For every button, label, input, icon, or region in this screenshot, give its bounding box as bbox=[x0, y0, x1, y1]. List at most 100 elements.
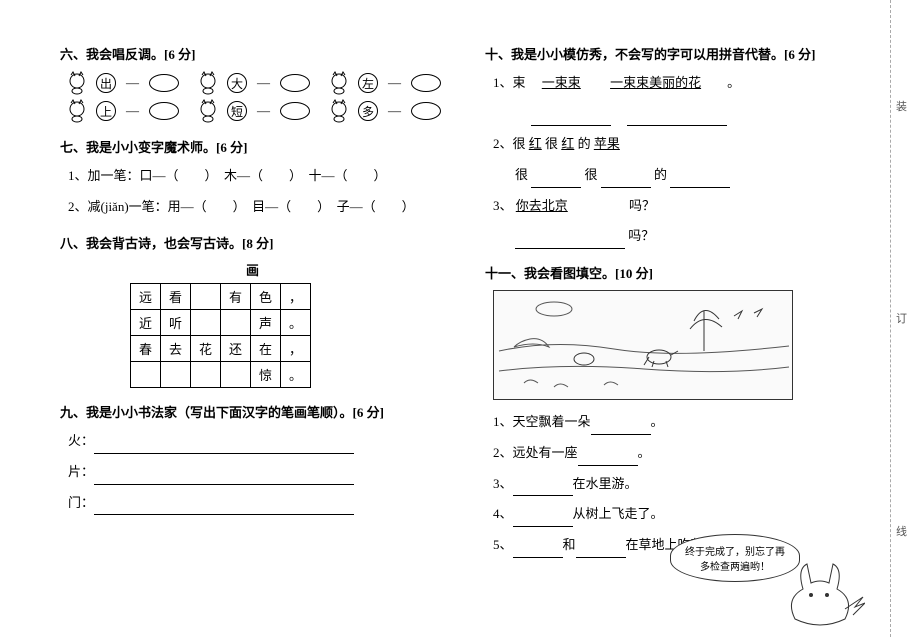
char-duan: 短 bbox=[227, 101, 247, 121]
txt: 很 bbox=[515, 167, 528, 182]
opposites-row2: 上 — 短 — 多 — bbox=[66, 99, 445, 123]
txt: 在水里游。 bbox=[573, 476, 638, 491]
fill-blank[interactable] bbox=[627, 113, 727, 126]
q3-tail: 吗？ bbox=[629, 198, 655, 213]
poem-cell[interactable]: 色 bbox=[251, 284, 281, 310]
s11-q3: 3、 在水里游。 bbox=[493, 472, 860, 497]
poem-cell[interactable] bbox=[131, 362, 161, 388]
margin-char: 订 bbox=[896, 310, 907, 326]
poem-cell[interactable] bbox=[161, 362, 191, 388]
section7-title: 七、我是小小变字魔术师。[6 分] bbox=[60, 137, 445, 156]
answer-blank[interactable] bbox=[280, 102, 310, 120]
dash: — bbox=[388, 75, 401, 91]
write-line[interactable] bbox=[94, 471, 354, 485]
poem-cell[interactable] bbox=[191, 362, 221, 388]
poem-cell[interactable]: 还 bbox=[221, 336, 251, 362]
txt: 。 bbox=[651, 414, 664, 429]
poem-cell[interactable]: 听 bbox=[161, 310, 191, 336]
stroke-label: 片： bbox=[68, 464, 94, 479]
s11-q2: 2、远处有一座 。 bbox=[493, 441, 860, 466]
poem-cell[interactable]: 在 bbox=[251, 336, 281, 362]
section11-title: 十一、我会看图填空。[10 分] bbox=[485, 263, 860, 282]
char-zuo: 左 bbox=[358, 73, 378, 93]
s10-q2b: 很 很 的 bbox=[493, 163, 860, 188]
fill-blank[interactable] bbox=[578, 453, 638, 466]
txt: 3、 bbox=[493, 476, 513, 491]
poem-cell[interactable] bbox=[221, 362, 251, 388]
fill-blank[interactable] bbox=[591, 422, 651, 435]
section9-title: 九、我是小小书法家（写出下面汉字的笔画笔顺）。[6 分] bbox=[60, 402, 445, 421]
pikachu-icon bbox=[775, 559, 865, 629]
cat-icon bbox=[66, 71, 88, 95]
fill-blank[interactable] bbox=[601, 175, 651, 188]
write-line[interactable] bbox=[94, 501, 354, 515]
dash: — bbox=[388, 103, 401, 119]
poem-cell[interactable]: 。 bbox=[281, 310, 311, 336]
fill-blank[interactable] bbox=[670, 175, 730, 188]
fill-blank[interactable] bbox=[513, 483, 573, 496]
fill-blank[interactable] bbox=[576, 545, 626, 558]
answer-blank[interactable] bbox=[411, 102, 441, 120]
poem-cell[interactable]: 春 bbox=[131, 336, 161, 362]
txt: 。 bbox=[638, 445, 651, 460]
s11-q1: 1、天空飘着一朵。 bbox=[493, 410, 860, 435]
poem-cell[interactable]: 花 bbox=[191, 336, 221, 362]
txt: 2、远处有一座 bbox=[493, 445, 578, 460]
stroke-label: 门： bbox=[68, 495, 94, 510]
poem-title: 画 bbox=[60, 260, 445, 279]
cat-icon bbox=[328, 99, 350, 123]
s10-q2: 2、很 红 很 红 的 苹果 bbox=[493, 132, 860, 157]
txt: 和 bbox=[563, 537, 576, 552]
section7-line2: 2、减(jiǎn)一笔：用—（ ） 目—（ ） 子—（ ） bbox=[68, 195, 445, 220]
fill-blank[interactable] bbox=[513, 545, 563, 558]
poem-cell[interactable]: 惊 bbox=[251, 362, 281, 388]
poem-cell[interactable] bbox=[191, 284, 221, 310]
q1-ex2: 一束束美丽的花 bbox=[610, 75, 701, 90]
txt: 5、 bbox=[493, 537, 513, 552]
fill-blank[interactable] bbox=[515, 236, 625, 249]
q2-ex-a: 红 bbox=[529, 136, 542, 151]
scene-picture bbox=[493, 290, 793, 400]
poem-grid: 远 看 有 色 ， 近 听 声 。 春 去 花 还 在 ， bbox=[130, 283, 311, 388]
fill-blank[interactable] bbox=[531, 175, 581, 188]
q2-ex-b: 红 bbox=[561, 136, 574, 151]
s11-q4: 4、从树上飞走了。 bbox=[493, 502, 860, 527]
fill-blank[interactable] bbox=[513, 514, 573, 527]
poem-cell[interactable] bbox=[221, 310, 251, 336]
cat-icon bbox=[328, 71, 350, 95]
dash: — bbox=[126, 75, 139, 91]
poem-cell[interactable]: 看 bbox=[161, 284, 191, 310]
poem-cell[interactable]: 有 bbox=[221, 284, 251, 310]
opposites-row1: 出 — 大 — 左 — bbox=[66, 71, 445, 95]
poem-cell[interactable]: 声 bbox=[251, 310, 281, 336]
poem-cell[interactable]: 。 bbox=[281, 362, 311, 388]
poem-cell[interactable]: 近 bbox=[131, 310, 161, 336]
section7-line1: 1、加一笔：口—（ ） 木—（ ） 十—（ ） bbox=[68, 164, 445, 189]
answer-blank[interactable] bbox=[149, 102, 179, 120]
margin-char: 装 bbox=[896, 98, 907, 114]
poem-cell[interactable]: ， bbox=[281, 284, 311, 310]
poem-cell[interactable]: 去 bbox=[161, 336, 191, 362]
poem-cell[interactable] bbox=[191, 310, 221, 336]
char-da: 大 bbox=[227, 73, 247, 93]
fill-blank[interactable] bbox=[531, 113, 611, 126]
section6-title: 六、我会唱反调。[6 分] bbox=[60, 44, 445, 63]
dash: — bbox=[257, 75, 270, 91]
margin-char: 线 bbox=[896, 523, 907, 539]
txt: 从树上飞走了。 bbox=[573, 506, 664, 521]
write-line[interactable] bbox=[94, 440, 354, 454]
stroke-pian: 片： bbox=[68, 460, 445, 485]
answer-blank[interactable] bbox=[280, 74, 310, 92]
char-duo: 多 bbox=[358, 101, 378, 121]
stroke-huo: 火： bbox=[68, 429, 445, 454]
section8-title: 八、我会背古诗，也会写古诗。[8 分] bbox=[60, 233, 445, 252]
stroke-men: 门： bbox=[68, 491, 445, 516]
char-shang: 上 bbox=[96, 101, 116, 121]
s10-q3: 3、 你去北京 吗？ bbox=[493, 194, 860, 219]
answer-blank[interactable] bbox=[411, 74, 441, 92]
stroke-label: 火： bbox=[68, 433, 94, 448]
answer-blank[interactable] bbox=[149, 74, 179, 92]
poem-cell[interactable]: 远 bbox=[131, 284, 161, 310]
poem-cell[interactable]: ， bbox=[281, 336, 311, 362]
q2-ex-c: 苹果 bbox=[594, 136, 620, 151]
